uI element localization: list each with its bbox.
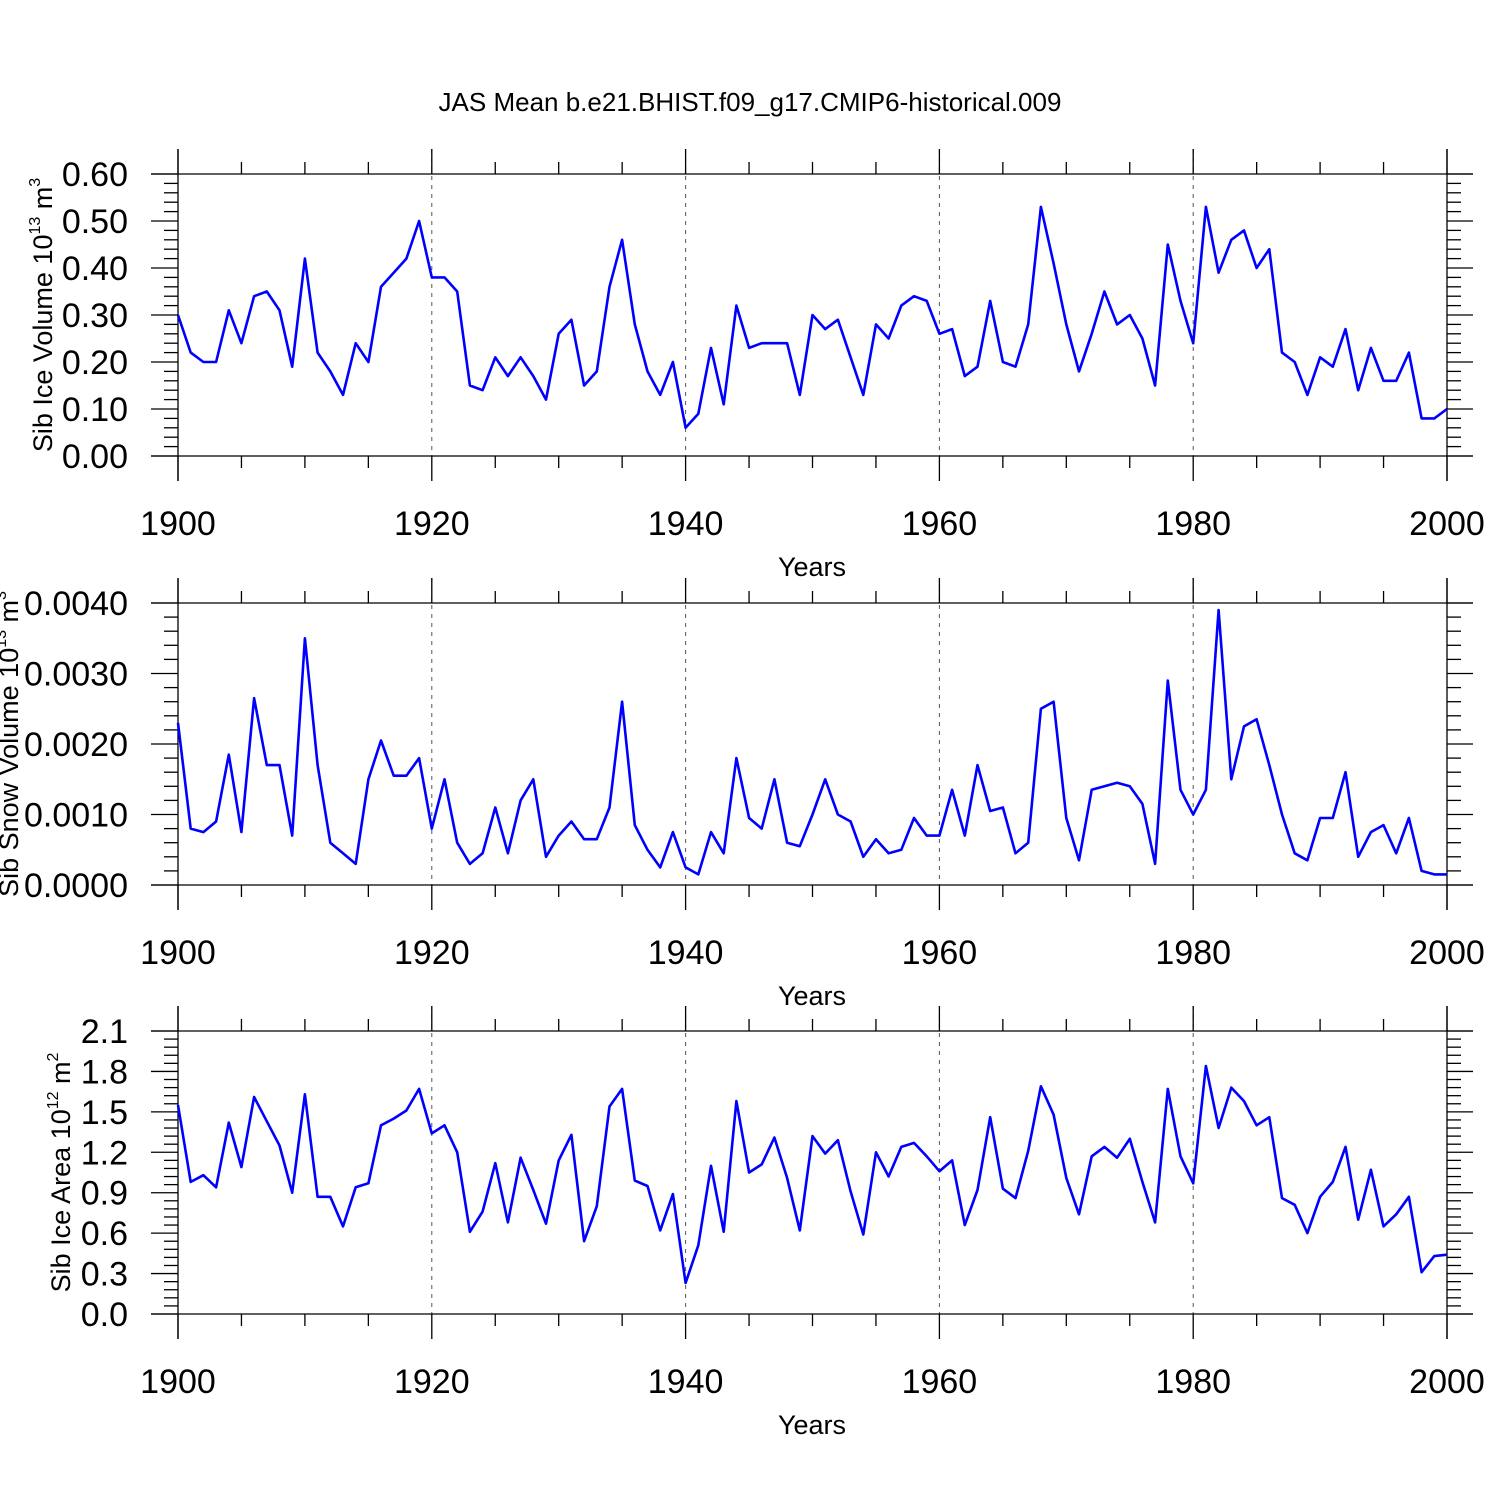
y-tick-label: 1.8 [81, 1053, 128, 1091]
x-tick-label: 1980 [1155, 1363, 1231, 1401]
x-tick-label: 1920 [394, 934, 470, 972]
x-tick-label: 1900 [140, 1363, 216, 1401]
y-tick-label: 0.60 [62, 156, 128, 194]
y-tick-label: 0.20 [62, 344, 128, 382]
x-axis-title: Years [778, 552, 846, 582]
y-tick-label: 0.0030 [24, 656, 128, 694]
x-axis-title: Years [778, 1410, 846, 1440]
y-tick-label: 1.2 [81, 1134, 128, 1172]
y-tick-label: 2.1 [81, 1013, 128, 1051]
x-tick-label: 1960 [902, 934, 978, 972]
y-tick-label: 0.30 [62, 297, 128, 335]
series-line [176, 205, 1448, 430]
x-tick-label: 1940 [648, 505, 724, 543]
x-tick-label: 1900 [140, 934, 216, 972]
y-tick-label: 0.50 [62, 203, 128, 241]
series-line [176, 1064, 1448, 1285]
panels: 0.00 0.10 0.20 0.30 0.40 0.50 0.60 1900 1920 1940… [0, 149, 1485, 1440]
y-tick-label: 0.3 [81, 1256, 128, 1294]
y-tick-label: 0.0010 [24, 797, 128, 835]
x-axis-title: Years [778, 981, 846, 1011]
y-tick-label: 0.6 [81, 1215, 128, 1253]
x-tick-label: 1980 [1155, 505, 1231, 543]
x-tick-label: 1980 [1155, 934, 1231, 972]
x-tick-label: 2000 [1409, 505, 1485, 543]
panel-2: 0.0000 0.0010 0.0020 0.0030 0.0040 1900 1920 19… [0, 578, 1485, 1011]
y-tick-label: 0.40 [62, 250, 128, 288]
y-tick-label: 1.5 [81, 1094, 128, 1132]
x-tick-label: 1940 [648, 1363, 724, 1401]
y-axis-title: Sib Ice Area 1012 m2 [45, 1052, 76, 1292]
y-tick-label: 0.00 [62, 438, 128, 476]
y-tick-label: 0.0040 [24, 585, 128, 623]
y-axis-title: Sib Ice Volume 1013 m3 [27, 178, 58, 452]
y-tick-label: 0.0 [81, 1296, 128, 1334]
x-tick-label: 1920 [394, 505, 470, 543]
x-tick-label: 1960 [902, 1363, 978, 1401]
x-tick-label: 2000 [1409, 1363, 1485, 1401]
x-tick-label: 1960 [902, 505, 978, 543]
y-axis-title: Sib Snow Volume 1013 m3 [0, 591, 24, 897]
y-tick-label: 0.10 [62, 391, 128, 429]
panel-1: 0.00 0.10 0.20 0.30 0.40 0.50 0.60 1900 1920 1940… [27, 149, 1485, 582]
panel-3: 0.00.30.60.91.21.51.82.1 1900 1920 1940 1960… [45, 1006, 1485, 1440]
x-tick-label: 1900 [140, 505, 216, 543]
x-tick-label: 2000 [1409, 934, 1485, 972]
x-tick-label: 1940 [648, 934, 724, 972]
x-tick-label: 1920 [394, 1363, 470, 1401]
y-tick-label: 0.9 [81, 1175, 128, 1213]
y-tick-label: 0.0020 [24, 726, 128, 764]
y-tick-label: 0.0000 [24, 867, 128, 905]
series-line [176, 608, 1447, 876]
figure-title: JAS Mean b.e21.BHIST.f09_g17.CMIP6-histo… [439, 87, 1062, 117]
